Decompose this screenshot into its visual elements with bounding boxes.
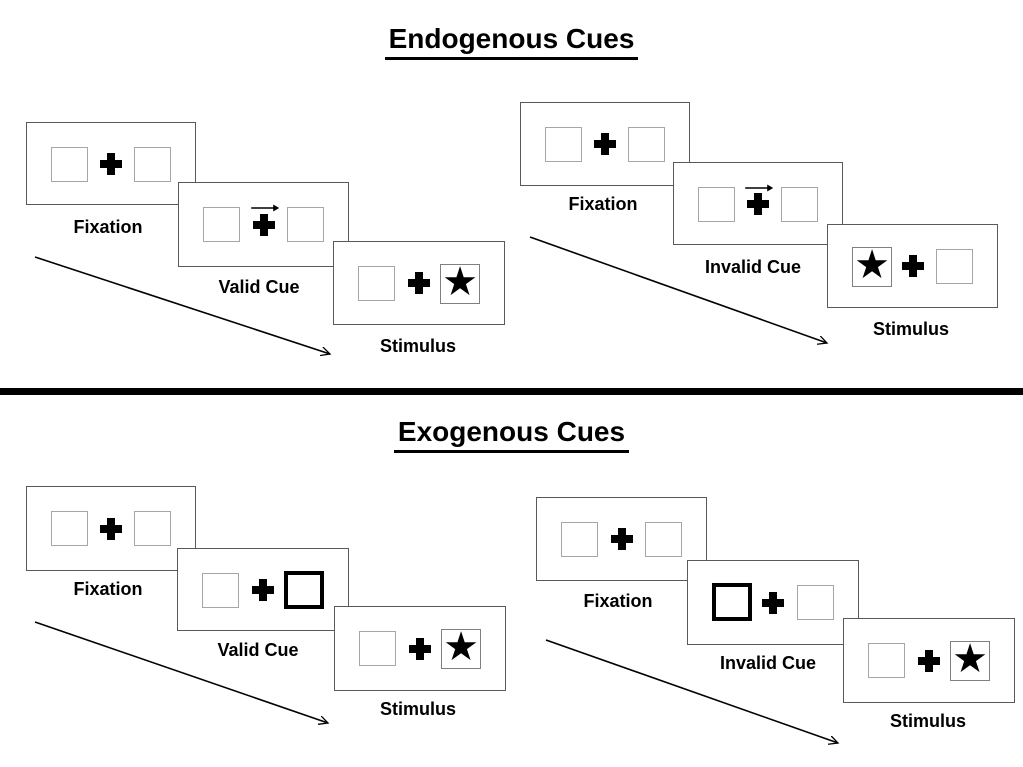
valid-cue-frame: [177, 548, 349, 631]
right-arrow-cue-icon: [745, 184, 774, 192]
highlighted-cue-box: [284, 571, 324, 609]
star-icon: ★: [443, 625, 479, 669]
left-placeholder-box: [203, 207, 240, 242]
section-title-text: Endogenous Cues: [384, 23, 639, 60]
star-target-box: ★: [950, 637, 990, 681]
fixation-cross-icon: [252, 213, 275, 236]
right-placeholder-box: [134, 511, 171, 546]
stimulus-frame: ★: [334, 606, 506, 691]
fixation-cross-icon: [100, 517, 122, 540]
valid-cue-frame: [178, 182, 349, 267]
right-placeholder-box: [134, 147, 171, 182]
frame-label: Stimulus: [889, 711, 967, 731]
star-icon: ★: [952, 637, 988, 681]
left-placeholder-box: [202, 573, 239, 608]
frame-label: Stimulus: [379, 699, 457, 719]
fixation-cross-icon: [762, 591, 784, 614]
star-target-box: ★: [852, 243, 892, 287]
fixation-cross-icon: [408, 272, 430, 294]
timeline-arrow: [34, 256, 330, 354]
right-placeholder-box: [781, 187, 818, 222]
timeline-arrow: [34, 621, 328, 723]
fixation-cross-icon: [918, 649, 940, 672]
section-title-text: Exogenous Cues: [393, 416, 630, 453]
stimulus-frame: ★: [843, 618, 1015, 703]
fixation-cross-icon: [100, 152, 122, 175]
stimulus-frame: ★: [827, 224, 998, 308]
frame-label: Fixation: [73, 217, 143, 237]
frame-label: Valid Cue: [218, 277, 300, 297]
right-placeholder-box: [287, 207, 324, 242]
frame-label: Invalid Cue: [719, 653, 817, 673]
left-placeholder-box: [561, 522, 598, 557]
fixation-cross-icon: [901, 255, 924, 277]
invalid-cue-frame: [687, 560, 859, 645]
left-placeholder-box: [698, 187, 735, 222]
fixation-frame: [536, 497, 707, 581]
left-placeholder-box: [51, 511, 88, 546]
timeline-arrow: [529, 236, 827, 343]
fixation-frame: [520, 102, 690, 186]
fixation-cross-icon: [594, 133, 616, 155]
frame-label: Invalid Cue: [704, 257, 802, 277]
section-title-endogenous: Endogenous Cues: [0, 23, 1023, 60]
invalid-cue-frame: [673, 162, 843, 245]
frame-label: Valid Cue: [217, 640, 299, 660]
fixation-cross-icon: [252, 578, 274, 601]
star-icon: ★: [854, 243, 890, 287]
left-placeholder-box: [545, 127, 582, 162]
fixation-frame: [26, 122, 196, 205]
right-placeholder-box: [645, 522, 682, 557]
fixation-cross-icon: [610, 528, 633, 550]
right-placeholder-box: [628, 127, 665, 162]
fixation-frame: [26, 486, 196, 571]
fixation-cross-icon: [409, 637, 431, 660]
section-divider: [0, 388, 1023, 395]
left-placeholder-box: [868, 643, 905, 678]
star-target-box: ★: [441, 625, 481, 669]
star-target-box: ★: [440, 260, 480, 304]
frame-label: Fixation: [583, 591, 653, 611]
section-title-exogenous: Exogenous Cues: [0, 416, 1023, 453]
star-icon: ★: [442, 260, 478, 304]
frame-label: Fixation: [568, 194, 638, 214]
frame-label: Stimulus: [379, 336, 457, 356]
right-placeholder-box: [936, 249, 973, 284]
left-placeholder-box: [358, 266, 395, 301]
right-arrow-cue-icon: [250, 204, 279, 212]
highlighted-cue-box: [712, 583, 752, 621]
frame-label: Fixation: [73, 579, 143, 599]
frame-label: Stimulus: [872, 319, 950, 339]
stimulus-frame: ★: [333, 241, 505, 325]
left-placeholder-box: [51, 147, 88, 182]
right-placeholder-box: [797, 585, 834, 620]
fixation-cross-icon: [747, 192, 769, 215]
left-placeholder-box: [359, 631, 396, 666]
